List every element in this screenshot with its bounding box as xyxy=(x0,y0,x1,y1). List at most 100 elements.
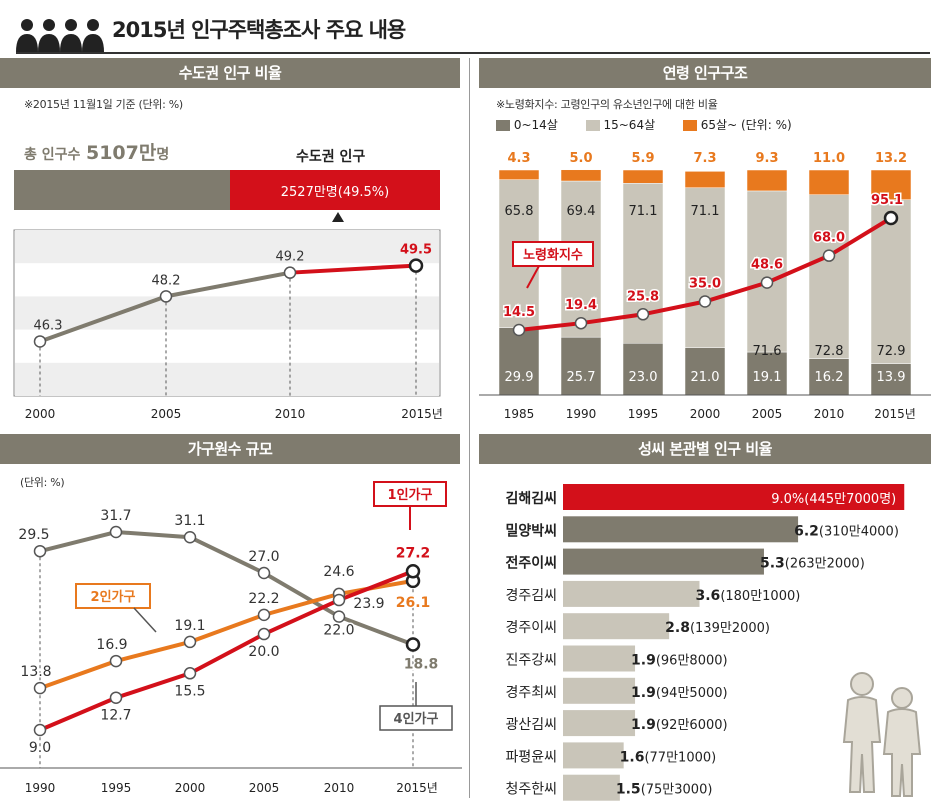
label-4: 4인가구 xyxy=(394,711,439,727)
x-tick-label: 1995 xyxy=(101,781,132,795)
clan-bar xyxy=(563,710,636,737)
bar-segment xyxy=(746,351,788,396)
clan-count: (139만2000) xyxy=(690,621,770,636)
data-point xyxy=(159,290,173,303)
child-label: 23.0 xyxy=(629,370,658,385)
data-label: 27.2 xyxy=(396,545,431,561)
data-point xyxy=(283,266,297,279)
clan-percent: 1.6 xyxy=(620,749,645,765)
legend-swatch-child xyxy=(496,120,510,131)
data-point xyxy=(109,691,123,704)
index-point xyxy=(760,276,774,289)
clan-name: 경주이씨 xyxy=(505,620,557,636)
data-point xyxy=(332,593,346,607)
line-segment xyxy=(289,263,417,275)
capital-line-chart: 46.3 48.2 49.2 49.5 2000 2005 2010 2015년 xyxy=(13,229,443,421)
clan-bar xyxy=(563,677,636,704)
legend-child: 0~14살 xyxy=(513,118,558,132)
x-tick-label: 2005 xyxy=(249,781,280,795)
total-label: 총 인구수 xyxy=(24,147,81,163)
index-point xyxy=(636,308,650,321)
x-tick-label: 2000 xyxy=(175,781,206,795)
data-label: 31.7 xyxy=(100,508,131,524)
data-label: 48.2 xyxy=(152,273,181,288)
index-label: 95.1 xyxy=(871,193,903,208)
data-point xyxy=(257,627,271,641)
data-point xyxy=(257,566,271,580)
bar-segment xyxy=(808,194,850,359)
data-point xyxy=(33,335,47,348)
clan-count: (94만5000) xyxy=(656,686,728,701)
bar-segment xyxy=(498,169,540,180)
bar-segment xyxy=(808,169,850,195)
adult-label: 71.6 xyxy=(753,344,782,359)
data-label: 15.5 xyxy=(174,683,205,699)
clan-value-label: 1.9(94만5000) xyxy=(631,685,728,701)
index-label: 68.0 xyxy=(813,231,845,246)
label-2-pointer xyxy=(133,607,157,633)
data-point xyxy=(405,637,421,652)
data-point xyxy=(33,544,47,558)
line-segment xyxy=(39,294,167,344)
child-label: 21.0 xyxy=(691,370,720,385)
child-label: 13.9 xyxy=(877,370,906,385)
capital-header: 수도권 인구 비율 xyxy=(0,58,460,88)
clan-value-label: 1.6(77만1000) xyxy=(620,749,717,765)
index-callout-label: 노령화지수 xyxy=(523,247,583,263)
clan-name: 김해김씨 xyxy=(505,490,557,507)
clan-value-label: 9.0%(445만7000명) xyxy=(771,492,896,507)
data-point xyxy=(33,723,47,737)
age-note: ※노령화지수: 고령인구의 유소년인구에 대한 비율 xyxy=(496,98,718,111)
bar-segment xyxy=(498,327,540,396)
bar-segment xyxy=(560,336,602,396)
clan-count: (96만8000) xyxy=(656,654,728,669)
bar-segment xyxy=(560,169,602,182)
data-point xyxy=(109,525,123,539)
legend-swatch-adult xyxy=(585,120,600,131)
bar-segment xyxy=(870,169,912,200)
data-point xyxy=(183,635,197,649)
legend-swatch-elder xyxy=(682,120,697,131)
bar-segment xyxy=(870,363,912,396)
index-label: 25.8 xyxy=(627,289,659,304)
x-tick-label: 2005 xyxy=(151,407,182,421)
series-line xyxy=(39,569,414,732)
clan-bar-chart: 김해김씨 9.0%(445만7000명) 밀양박씨 6.2(310만4000) 전주이씨… xyxy=(505,484,905,801)
clan-count: (75만3000) xyxy=(641,783,713,798)
people-group-icon xyxy=(16,19,104,52)
clan-value-label: 5.3(263만2000) xyxy=(760,556,865,572)
clan-count: (263만2000) xyxy=(785,557,865,572)
data-point xyxy=(183,530,197,544)
household-header: 가구원수 규모 xyxy=(0,434,460,464)
clan-name: 경주최씨 xyxy=(505,685,557,701)
x-tick-label: 2005 xyxy=(752,407,783,421)
capital-note: ※2015년 11월1일 기준 (단위: %) xyxy=(24,98,183,111)
clan-count: (310만4000) xyxy=(819,524,899,539)
total-value: 5107만 xyxy=(85,142,157,164)
index-point xyxy=(822,249,836,262)
clan-name: 청주한씨 xyxy=(505,782,557,798)
clan-value-label: 6.2(310만4000) xyxy=(794,523,899,539)
clan-value-label: 1.9(96만8000) xyxy=(631,653,728,669)
clan-count: (180만1000) xyxy=(720,589,800,604)
clan-percent: 1.9 xyxy=(631,653,656,669)
clan-percent: 2.8 xyxy=(665,620,690,636)
index-label: 19.4 xyxy=(565,298,597,313)
capital-label: 수도권 인구 xyxy=(296,149,366,165)
data-label: 18.8 xyxy=(404,657,439,673)
elder-label: 5.0 xyxy=(569,151,592,166)
index-point xyxy=(574,316,588,330)
adult-label: 72.9 xyxy=(877,344,906,359)
child-label: 29.9 xyxy=(505,370,534,385)
clan-name: 경주김씨 xyxy=(505,588,557,604)
legend-adult: 15~64살 xyxy=(603,118,656,132)
data-label: 9.0 xyxy=(29,740,51,756)
clan-count: (77만1000) xyxy=(644,750,716,765)
line-segment xyxy=(165,270,291,299)
adult-label: 71.1 xyxy=(691,204,720,219)
x-tick-label: 2010 xyxy=(324,781,355,795)
grid-band xyxy=(15,230,439,264)
series-line xyxy=(39,578,414,691)
data-label: 20.0 xyxy=(248,644,279,660)
clan-header: 성씨 본관별 인구 비율 xyxy=(479,434,931,464)
